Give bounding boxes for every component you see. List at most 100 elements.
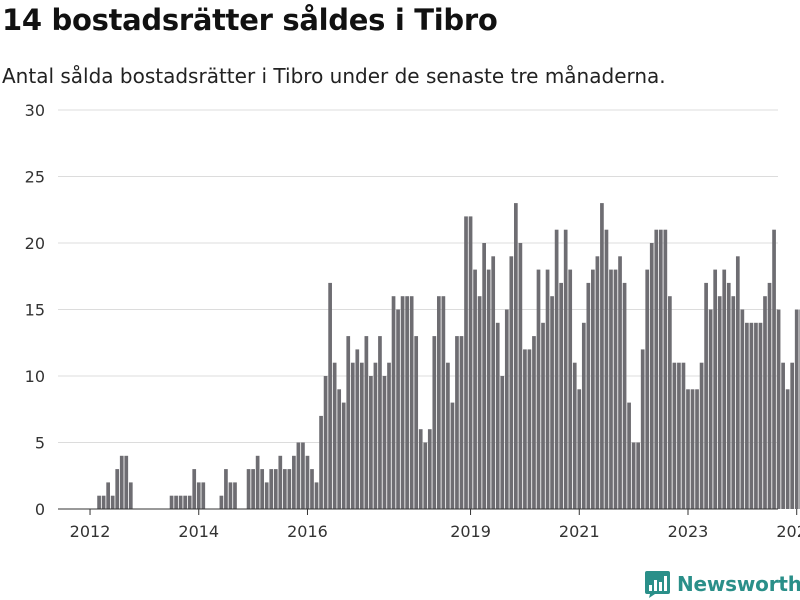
- newsworthy-logo[interactable]: Newsworthy: [645, 569, 800, 599]
- x-tick-label: 2019: [450, 522, 491, 541]
- bar: [359, 362, 364, 509]
- y-axis-labels: 0 5 10 15 20 25 30: [25, 101, 45, 519]
- bar: [554, 229, 559, 509]
- bar: [427, 429, 432, 509]
- bar: [527, 349, 532, 509]
- bar: [504, 309, 509, 509]
- bar: [196, 482, 201, 509]
- x-tick-label: 2021: [559, 522, 600, 541]
- y-tick-label: 5: [35, 434, 45, 453]
- bar: [509, 256, 514, 509]
- bar: [532, 336, 536, 509]
- bar: [364, 336, 369, 509]
- bar: [446, 362, 450, 509]
- y-tick-label: 10: [25, 367, 45, 386]
- bar: [477, 296, 482, 509]
- y-tick-label: 30: [25, 101, 45, 120]
- bar: [455, 336, 459, 509]
- bar: [568, 269, 573, 509]
- bar: [699, 362, 704, 509]
- bar: [763, 296, 767, 509]
- bar: [97, 495, 101, 509]
- bar: [282, 469, 287, 509]
- bar: [110, 495, 115, 509]
- x-tick-label: 2014: [178, 522, 219, 541]
- bar: [332, 362, 337, 509]
- bar: [278, 455, 283, 509]
- bar: [296, 442, 301, 509]
- bar: [314, 482, 319, 509]
- bar: [649, 243, 654, 509]
- bar: [323, 376, 328, 509]
- bar: [754, 322, 758, 509]
- bar: [373, 362, 378, 509]
- bar: [609, 269, 613, 509]
- x-tick-label: 2016: [287, 522, 328, 541]
- bar: [550, 296, 554, 509]
- bar: [106, 482, 110, 509]
- bar: [681, 362, 686, 509]
- bar: [418, 429, 423, 509]
- bar: [600, 203, 604, 509]
- bar: [627, 402, 631, 509]
- bar: [219, 495, 224, 509]
- y-tick-label: 15: [25, 301, 45, 320]
- bar: [672, 362, 677, 509]
- bar: [287, 469, 292, 509]
- bar: [201, 482, 206, 509]
- bar: [187, 495, 192, 509]
- brand-name: Newsworthy: [677, 572, 800, 596]
- bar: [228, 482, 233, 509]
- bar: [264, 482, 269, 509]
- bar: [301, 442, 305, 509]
- bar: [169, 495, 174, 509]
- bar: [695, 389, 699, 509]
- bar: [269, 469, 274, 509]
- bar: [128, 482, 133, 509]
- bar: [722, 269, 727, 509]
- bar: [378, 336, 382, 509]
- bar: [174, 495, 178, 509]
- bar: [758, 322, 763, 509]
- bar: [273, 469, 278, 509]
- bar: [387, 362, 391, 509]
- bar: [473, 269, 477, 509]
- chart-subtitle: Antal sålda bostadsrätter i Tibro under …: [2, 64, 666, 88]
- bar: [491, 256, 496, 509]
- bar: [686, 389, 690, 509]
- bar: [781, 362, 785, 509]
- bar: [658, 229, 663, 509]
- bar: [640, 349, 645, 509]
- x-tick-label: 2012: [70, 522, 111, 541]
- bar: [740, 309, 745, 509]
- bar: [545, 269, 550, 509]
- bar: [581, 322, 586, 509]
- bar: [101, 495, 106, 509]
- bar: [495, 322, 500, 509]
- bar: [341, 402, 346, 509]
- bar: [450, 402, 455, 509]
- bar: [255, 455, 260, 509]
- bar: [708, 309, 713, 509]
- bar: [459, 336, 464, 509]
- bar: [726, 282, 731, 509]
- bar: [183, 495, 188, 509]
- bar: [713, 269, 718, 509]
- bars: [97, 203, 800, 509]
- x-tick-label: 2023: [668, 522, 709, 541]
- bar: [409, 296, 414, 509]
- bar: [405, 296, 409, 509]
- bar: [292, 455, 296, 509]
- bar: [337, 389, 342, 509]
- bar: [178, 495, 183, 509]
- bar: [572, 362, 577, 509]
- bar: [441, 296, 446, 509]
- bar: [350, 362, 355, 509]
- bar: [591, 269, 595, 509]
- bar: [790, 362, 795, 509]
- bar: [536, 269, 541, 509]
- bar: [523, 349, 527, 509]
- bar: [541, 322, 545, 509]
